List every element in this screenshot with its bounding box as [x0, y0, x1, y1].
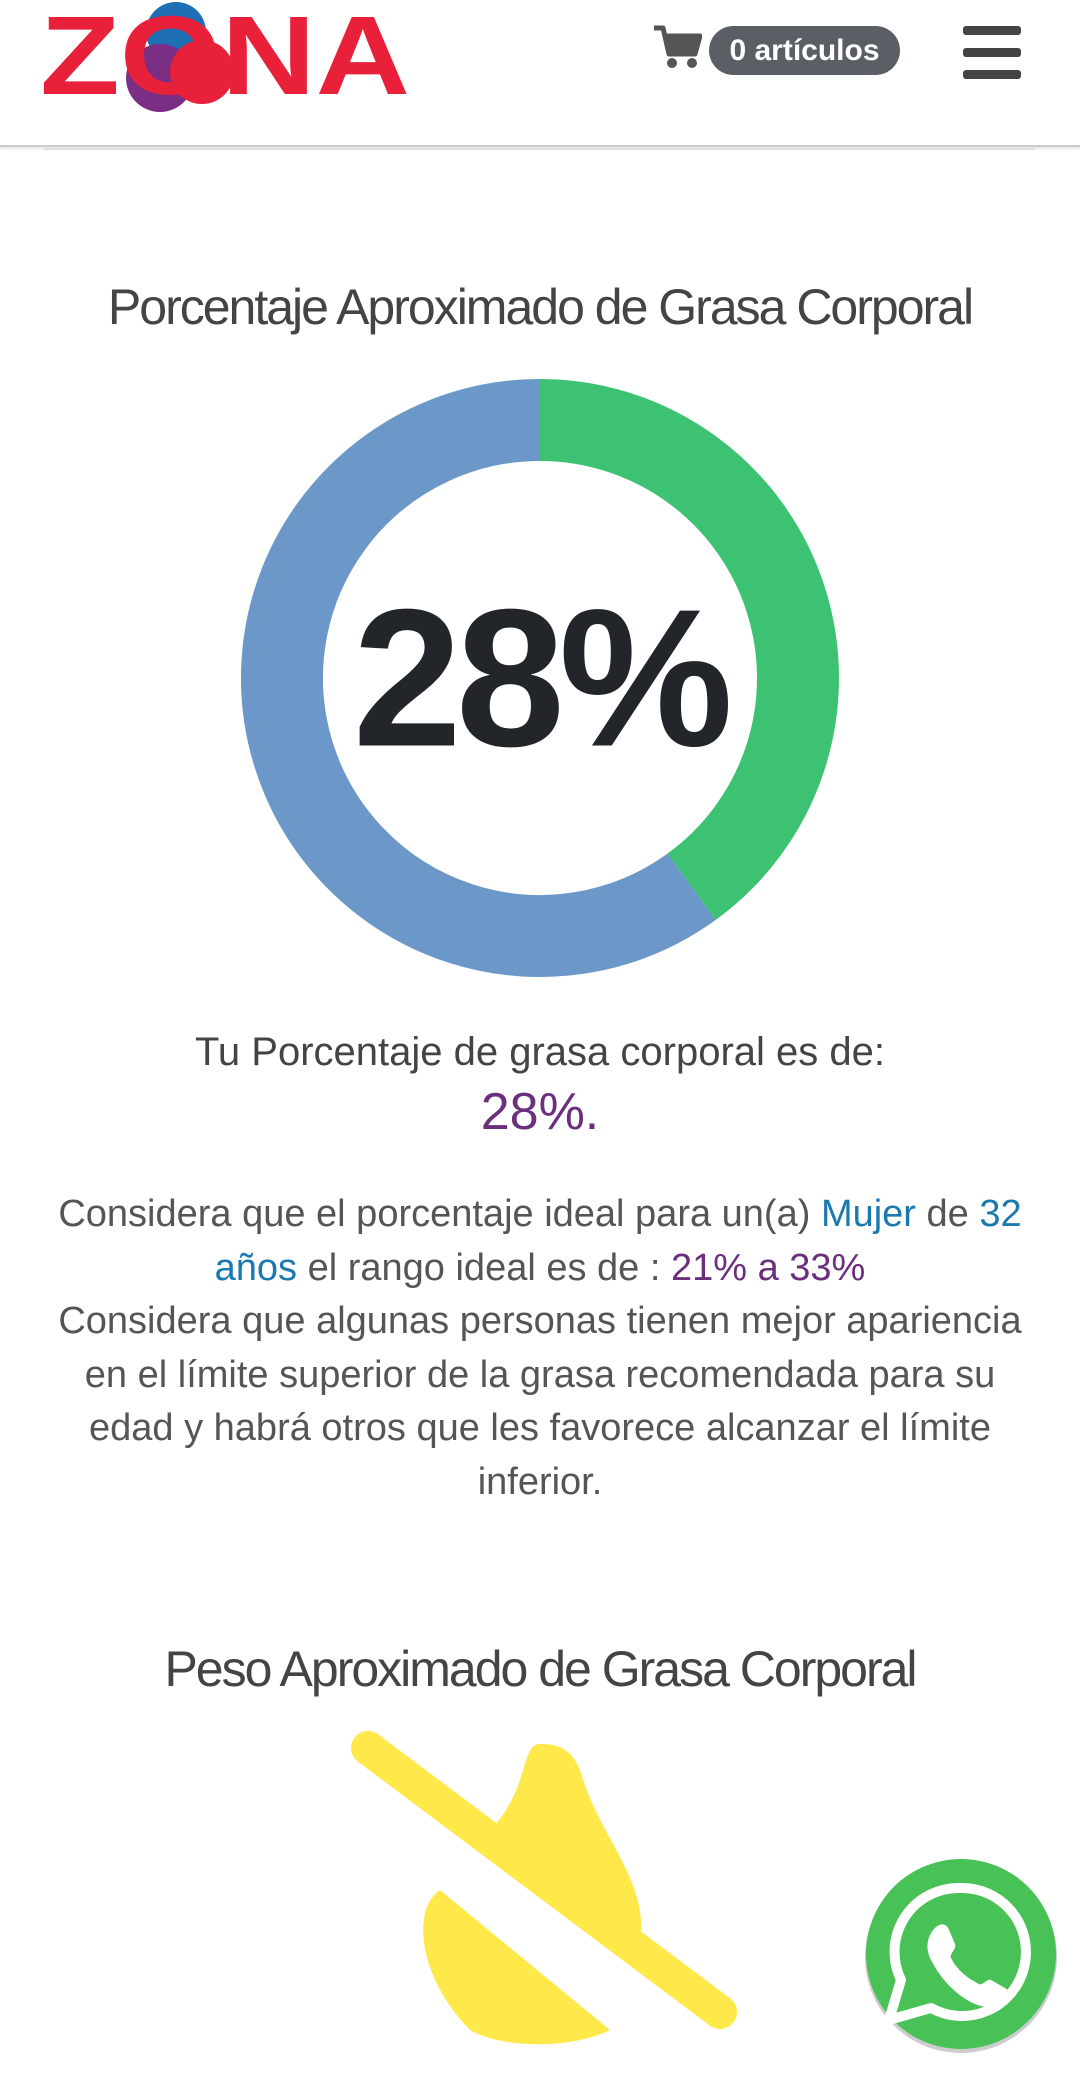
header: ZONA 0 artículos: [0, 0, 1080, 147]
cart-badge[interactable]: 0 artículos: [709, 26, 900, 75]
section-title: Peso Aproximado de Grasa Corporal: [164, 1641, 917, 1697]
gender: Mujer: [820, 1193, 916, 1235]
result-value: 28%.: [480, 1083, 600, 1141]
whatsapp-button[interactable]: [860, 1850, 1060, 2060]
ideal-paragraph: Considera que el porcentaje ideal para u…: [40, 1188, 1040, 1510]
range: 21% a 33%: [670, 1246, 866, 1289]
age: 32 años: [214, 1193, 1022, 1289]
donut-chart: 28%: [241, 379, 839, 977]
donut-segment: [539, 379, 839, 920]
result-intro: Tu Porcentaje de grasa corporal es de:: [194, 1030, 886, 1074]
logo-circle: [170, 40, 234, 104]
cart-icon[interactable]: [652, 24, 702, 70]
note: Considera que algunas personas tienen me…: [58, 1300, 1022, 1503]
donut-center-label: 28%: [353, 569, 729, 788]
logo[interactable]: ZONA: [40, 0, 420, 125]
section-title: Porcentaje Aproximado de Grasa Corporal: [107, 279, 974, 335]
text: el rango ideal es de :: [307, 1246, 661, 1289]
text: de: [926, 1193, 969, 1235]
fat-icon: [351, 1731, 737, 2045]
text: Considera que el porcentaje ideal para u…: [58, 1193, 811, 1235]
menu-button[interactable]: [963, 26, 1021, 80]
divider: [44, 148, 1034, 150]
donut-segment: [241, 379, 716, 977]
logo-text: ZONA: [40, 0, 410, 118]
